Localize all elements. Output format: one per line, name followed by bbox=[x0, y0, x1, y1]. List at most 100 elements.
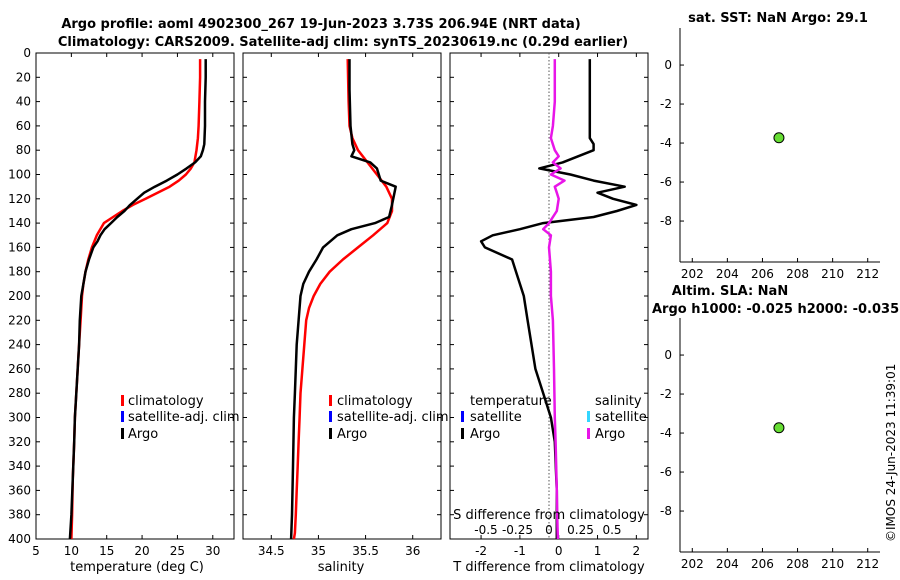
temperature-lines bbox=[68, 59, 207, 540]
y-tick-label: 0 bbox=[664, 348, 672, 362]
y-tick-label: 260 bbox=[8, 362, 31, 376]
y-tick-label: -8 bbox=[660, 504, 672, 518]
sst-ticks: 202 204 206 208 210 212 0 -2 -4 -6 -8 bbox=[660, 58, 879, 281]
x-tick-label: 30 bbox=[205, 544, 220, 558]
legend-s-argo-label: Argo bbox=[595, 427, 625, 442]
temperature-xlabel: temperature (deg C) bbox=[70, 560, 204, 575]
sla-points bbox=[773, 422, 785, 434]
y-tick-label: 40 bbox=[16, 95, 31, 109]
y-tick-label: 180 bbox=[8, 265, 31, 279]
y-tick-label: 20 bbox=[16, 70, 31, 84]
salinity-difference-ticks: -0.5 -0.25 0 0.25 0.5 bbox=[474, 523, 621, 537]
x-tick-label: 25 bbox=[170, 544, 185, 558]
y-tick-label: 0 bbox=[23, 46, 31, 60]
x-tick-label: 15 bbox=[99, 544, 114, 558]
series-climatology bbox=[292, 59, 394, 540]
x-tick-label: 210 bbox=[821, 267, 844, 281]
x-tick-label: 208 bbox=[786, 557, 809, 571]
argo-location-marker bbox=[773, 132, 785, 144]
legend-s-satellite-label: satellite bbox=[595, 410, 647, 425]
legend-salinity-header: salinity bbox=[595, 394, 642, 409]
sla-title-line1: Altim. SLA: NaN bbox=[672, 284, 788, 299]
series-argo bbox=[68, 59, 207, 540]
s-diff-tick-label: -0.25 bbox=[502, 523, 533, 537]
legend-satellite-label: satellite-adj. clim bbox=[337, 410, 449, 425]
x-tick-label: 5 bbox=[32, 544, 40, 558]
temperature-panel: 0 20 40 60 80 100 120 140 160 180 200 220 240 260 280 3… bbox=[8, 46, 240, 575]
legend-argo-label: Argo bbox=[337, 427, 367, 442]
legend-satellite-label: satellite-adj. clim bbox=[128, 410, 240, 425]
s-diff-tick-label: 0.5 bbox=[602, 523, 621, 537]
x-tick-label: 35.5 bbox=[352, 544, 379, 558]
argo-location-marker bbox=[773, 422, 785, 434]
x-tick-label: 34.5 bbox=[258, 544, 285, 558]
x-tick-label: 208 bbox=[786, 267, 809, 281]
legend-climatology-label: climatology bbox=[337, 394, 413, 409]
y-tick-label: 80 bbox=[16, 143, 31, 157]
difference-panel: -2 -1 0 1 2 T difference from climatology S … bbox=[449, 52, 649, 575]
s-diff-tick-label: 0.25 bbox=[567, 523, 594, 537]
legend-climatology-swatch bbox=[121, 395, 124, 406]
y-tick-label: 100 bbox=[8, 168, 31, 182]
sla-panel: Altim. SLA: NaN Argo h1000: -0.025 h2000… bbox=[652, 284, 899, 571]
salinity-difference-label: S difference from climatology bbox=[453, 508, 645, 523]
x-tick-label: 204 bbox=[716, 267, 739, 281]
difference-xlabel: T difference from climatology bbox=[452, 560, 645, 575]
y-tick-label: 120 bbox=[8, 192, 31, 206]
legend-s-argo-swatch bbox=[587, 428, 590, 439]
y-tick-label: -6 bbox=[660, 175, 672, 189]
salinity-difference-legend: salinity satellite Argo bbox=[587, 394, 647, 442]
x-tick-label: 206 bbox=[751, 267, 774, 281]
legend-s-satellite-swatch bbox=[587, 411, 590, 422]
salinity-legend: climatology satellite-adj. clim Argo bbox=[329, 394, 449, 442]
x-tick-label: 2 bbox=[633, 544, 641, 558]
sst-points bbox=[773, 132, 785, 144]
figure-title-line2: Climatology: CARS2009. Satellite-adj cli… bbox=[58, 35, 628, 50]
x-tick-label: 202 bbox=[681, 267, 704, 281]
temperature-difference-legend: temperature satellite Argo bbox=[461, 394, 552, 442]
figure-title-line1: Argo profile: aoml 4902300_267 19-Jun-20… bbox=[61, 17, 580, 32]
y-tick-label: -2 bbox=[660, 97, 672, 111]
y-tick-label: 200 bbox=[8, 289, 31, 303]
x-tick-label: 36 bbox=[405, 544, 420, 558]
x-tick-label: 210 bbox=[821, 557, 844, 571]
sst-panel: sat. SST: NaN Argo: 29.1 202 204 206 208 210… bbox=[660, 11, 880, 281]
s-diff-tick-label: 0 bbox=[545, 523, 553, 537]
series-argo bbox=[289, 59, 397, 540]
x-tick-label: 204 bbox=[716, 557, 739, 571]
salinity-lines bbox=[289, 59, 397, 540]
legend-argo-swatch bbox=[121, 428, 124, 439]
x-tick-label: -2 bbox=[475, 544, 487, 558]
series-s-argo-clim bbox=[541, 59, 566, 540]
x-tick-label: 212 bbox=[856, 557, 879, 571]
x-tick-label: 0 bbox=[555, 544, 563, 558]
legend-satellite-swatch bbox=[121, 411, 124, 422]
temperature-axes-box bbox=[35, 52, 235, 540]
x-tick-label: -1 bbox=[514, 544, 526, 558]
s-diff-tick-label: -0.5 bbox=[474, 523, 497, 537]
y-tick-label: 0 bbox=[664, 58, 672, 72]
x-tick-label: 10 bbox=[64, 544, 79, 558]
difference-ticks: -2 -1 0 1 2 bbox=[450, 52, 648, 558]
sla-ticks: 202 204 206 208 210 212 0 -2 -4 -6 -8 bbox=[660, 348, 879, 571]
legend-t-satellite-swatch bbox=[461, 411, 464, 422]
y-tick-label: 320 bbox=[8, 435, 31, 449]
legend-satellite-swatch bbox=[329, 411, 332, 422]
y-tick-label: 60 bbox=[16, 119, 31, 133]
salinity-ticks: 34.5 35 35.5 36 bbox=[243, 52, 441, 558]
x-tick-label: 202 bbox=[681, 557, 704, 571]
x-tick-label: 1 bbox=[594, 544, 602, 558]
sst-title: sat. SST: NaN Argo: 29.1 bbox=[688, 11, 868, 26]
difference-lines bbox=[479, 59, 638, 540]
x-tick-label: 206 bbox=[751, 557, 774, 571]
y-tick-label: 160 bbox=[8, 240, 31, 254]
y-tick-label: 240 bbox=[8, 338, 31, 352]
imos-watermark: ©IMOS 24-Jun-2023 11:39:01 bbox=[884, 364, 898, 542]
y-tick-label: 380 bbox=[8, 508, 31, 522]
sla-title-line2: Argo h1000: -0.025 h2000: -0.035 bbox=[652, 302, 899, 317]
y-tick-label: 400 bbox=[8, 532, 31, 546]
legend-climatology-label: climatology bbox=[128, 394, 204, 409]
legend-t-satellite-label: satellite bbox=[470, 410, 522, 425]
series-t-argo-clim bbox=[479, 59, 638, 539]
